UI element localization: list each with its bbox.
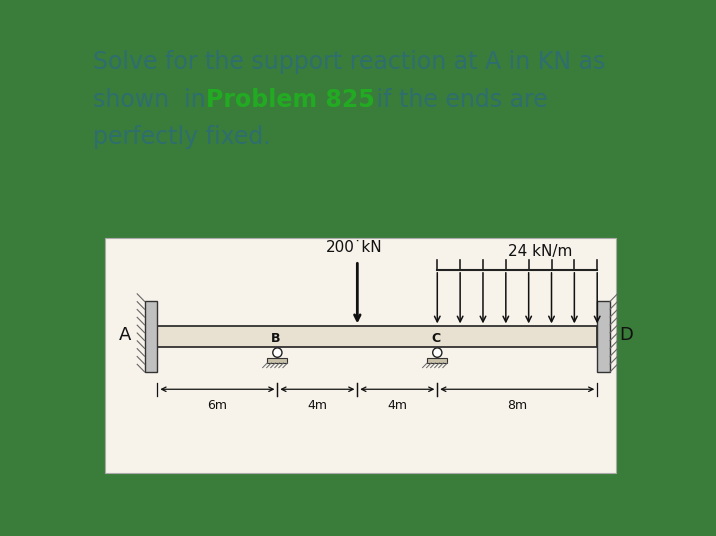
Text: D: D [619,326,633,344]
Text: A: A [120,326,132,344]
Text: Problem 825: Problem 825 [206,87,375,111]
Bar [158,326,597,347]
Text: 8m: 8m [507,399,527,412]
Text: Solve for the support reaction at A in KN as: Solve for the support reaction at A in K… [93,50,606,74]
Bar [267,358,288,363]
Text: shown  in: shown in [93,87,213,111]
Text: if the ends are: if the ends are [369,87,548,111]
Text: 4m: 4m [307,399,327,412]
Bar [597,301,610,372]
Text: 4m: 4m [387,399,407,412]
Circle shape [432,348,442,358]
Text: C: C [431,332,440,345]
Text: perfectly fixed.: perfectly fixed. [93,125,271,149]
Bar [145,301,158,372]
Bar [427,358,448,363]
Circle shape [273,348,282,358]
Text: 200˙kN: 200˙kN [326,240,383,255]
Text: 6m: 6m [208,399,228,412]
Text: 24 kN/m: 24 kN/m [508,243,572,258]
Text: B: B [271,332,280,345]
Bar [105,238,616,473]
